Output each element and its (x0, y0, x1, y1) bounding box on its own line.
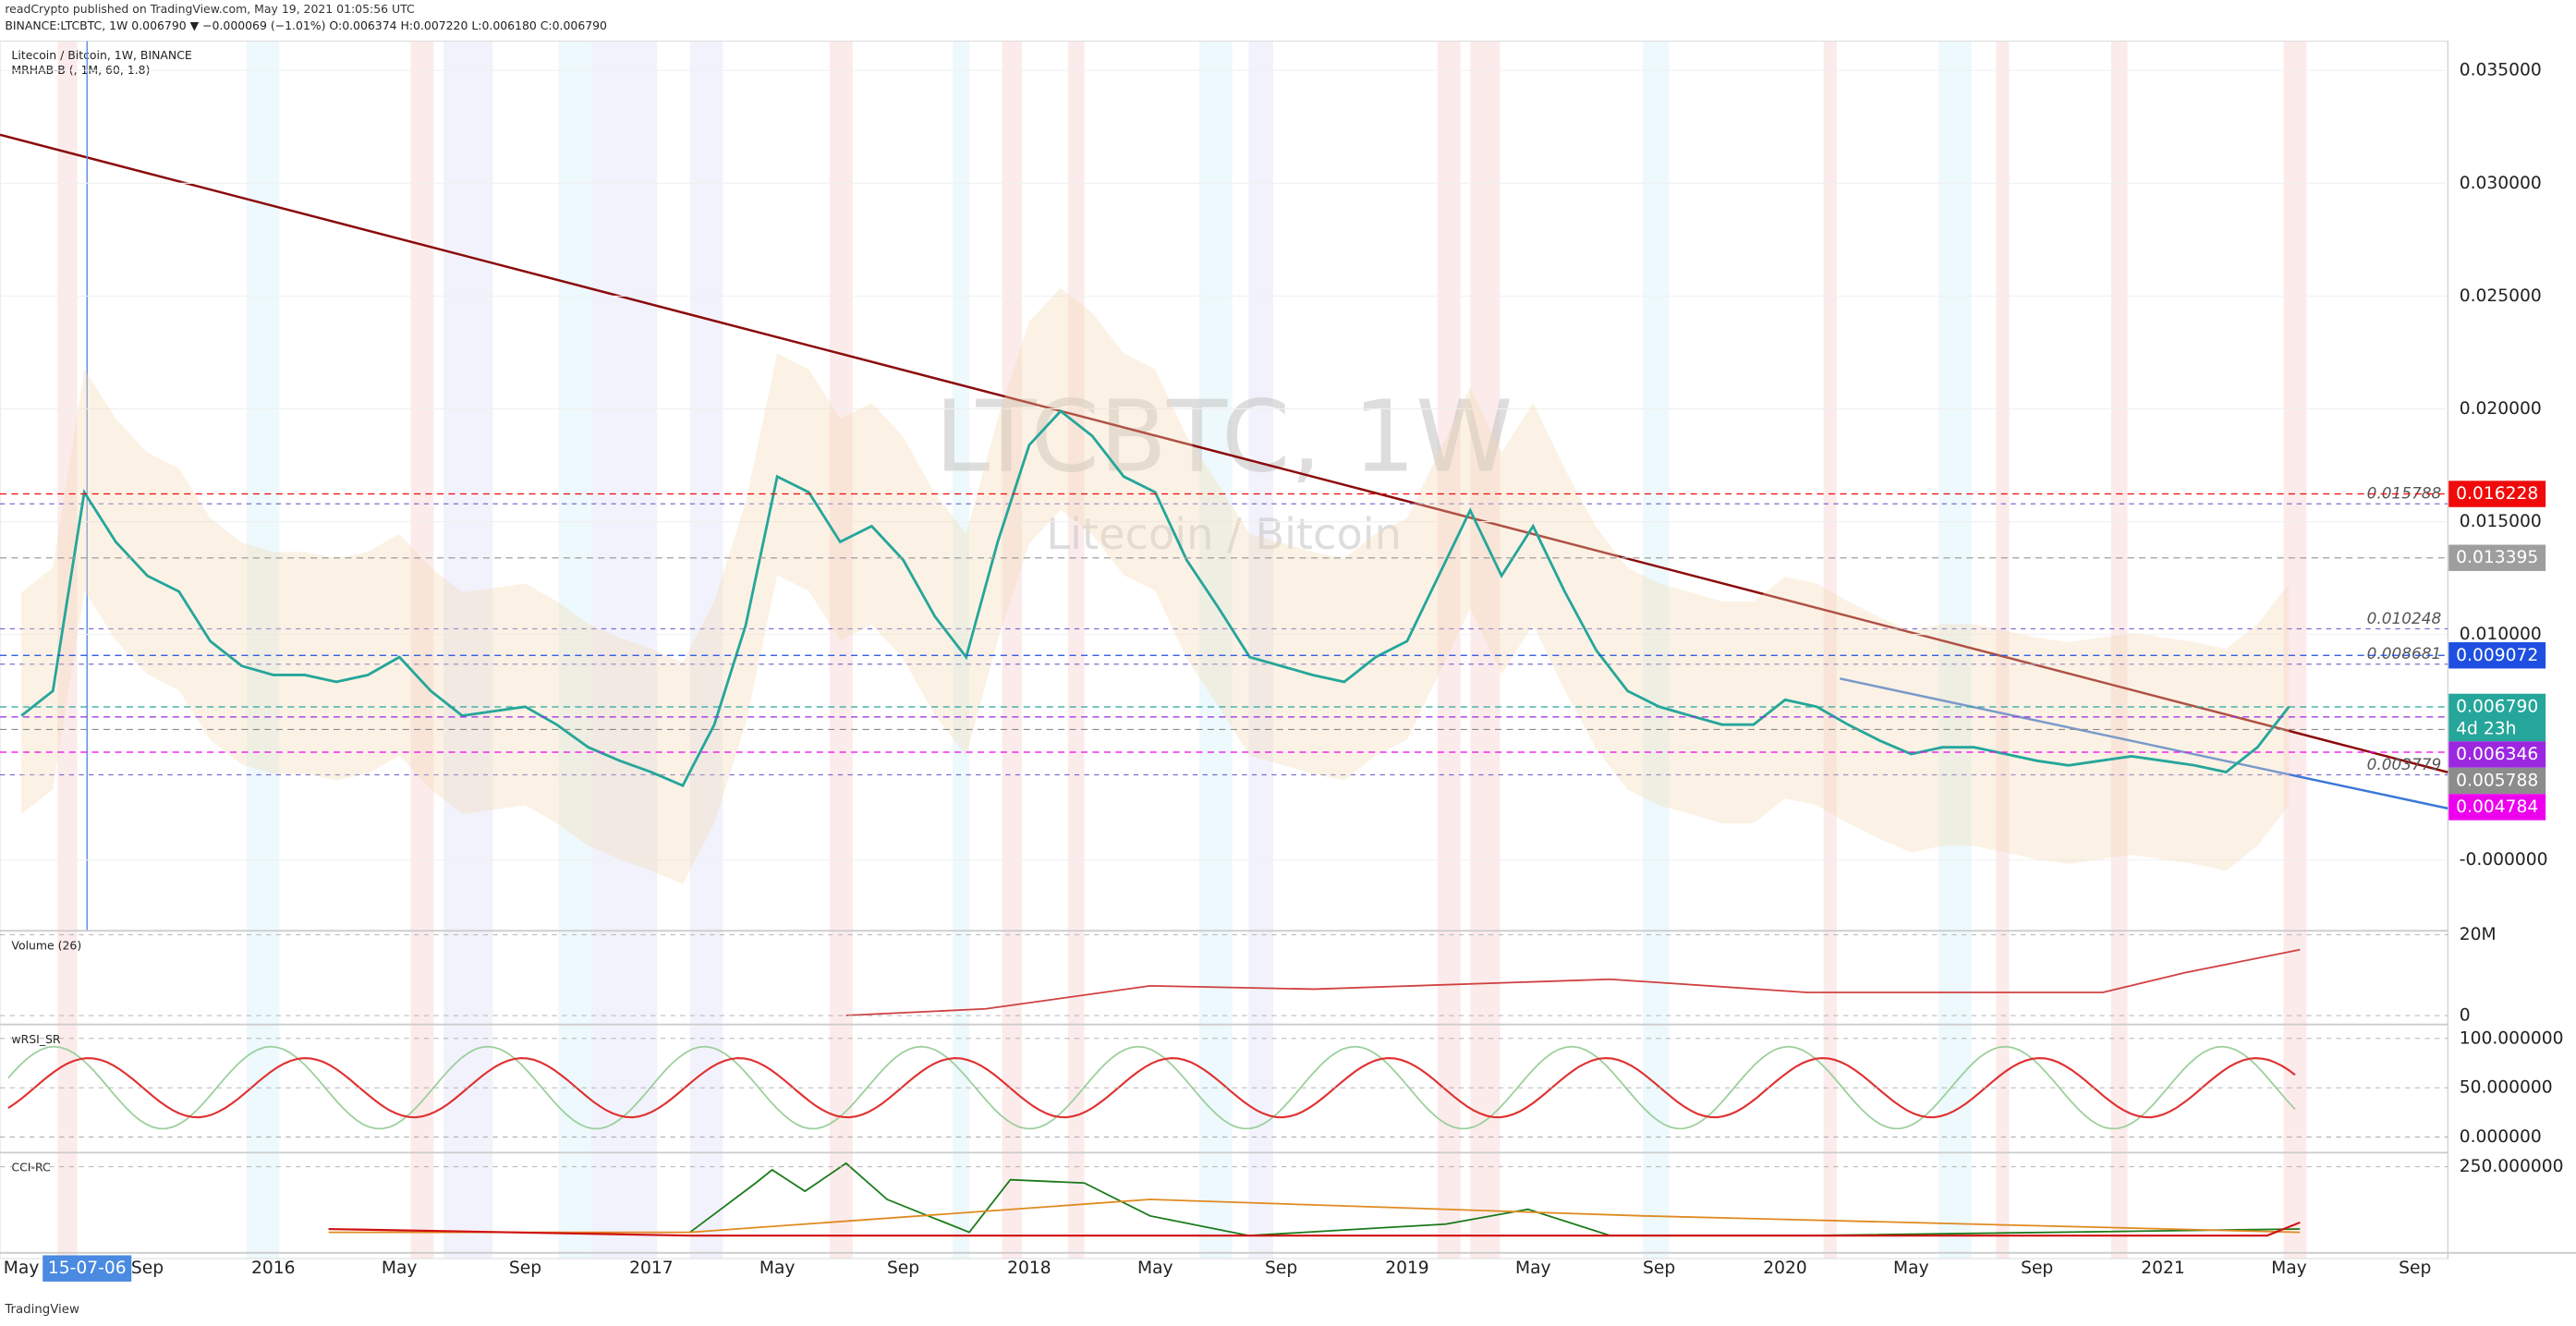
price-label: 0.016228 (2456, 484, 2538, 504)
x-tick-label: May (382, 1259, 418, 1278)
legend-indicator: MRHAB-B (, 1M, 60, 1.8) (11, 63, 150, 77)
session-band (1067, 41, 1085, 1259)
wrsi-curve (7, 1045, 2296, 1130)
x-tick-label: May (1137, 1259, 1173, 1278)
level-label: 0.010248 (2367, 609, 2442, 627)
pane-tick-label: 20M (2460, 925, 2497, 944)
session-band (689, 41, 723, 1259)
cci-curve (689, 1162, 2301, 1237)
x-tick-label: May (1893, 1259, 1929, 1278)
y-tick-label: 0.025000 (2460, 286, 2542, 306)
session-band (57, 41, 78, 1259)
session-bands (57, 41, 2307, 1259)
session-band (1248, 41, 1273, 1259)
crosshair-label: 15-07-06 (48, 1259, 127, 1278)
symbol-line: BINANCE:LTCBTC, 1W 0.006790 ▼ −0.000069 … (5, 18, 607, 32)
level-label: 0.003779 (2367, 755, 2442, 773)
session-band (246, 41, 280, 1259)
pane-tick-label: 100.000000 (2460, 1028, 2564, 1048)
session-band (1470, 41, 1501, 1259)
session-band (1823, 41, 1837, 1259)
price-label: 0.006346 (2456, 745, 2538, 764)
price-label-box (2448, 642, 2546, 669)
bollinger-band (21, 287, 2290, 884)
session-band (1437, 41, 1461, 1259)
price-label: 0.004784 (2456, 797, 2538, 817)
session-band (444, 41, 493, 1259)
session-band (1198, 41, 1233, 1259)
crosshair-label-box (43, 1255, 132, 1282)
x-tick-label: Sep (887, 1259, 919, 1278)
price-line (20, 408, 2290, 787)
x-tick-label: 2021 (2141, 1259, 2184, 1278)
publisher-line: readCrypto published on TradingView.com,… (5, 2, 415, 16)
price-label: 0.009072 (2456, 646, 2538, 665)
pane-tick-label: 0 (2460, 1006, 2471, 1026)
session-band (829, 41, 853, 1259)
session-band (1996, 41, 2010, 1259)
y-tick-label: 0.010000 (2460, 625, 2542, 644)
y-tick-label: 0.035000 (2460, 61, 2542, 80)
countdown-label: 4d 23h (2456, 719, 2516, 738)
session-band (558, 41, 592, 1259)
cci-average (328, 1198, 2301, 1234)
pane-title: wRSI_SR (11, 1032, 60, 1046)
x-tick-label: 2016 (251, 1259, 295, 1278)
level-label: 0.015788 (2367, 484, 2442, 503)
watermark: LTCBTC, 1W (935, 380, 1513, 494)
session-band (1002, 41, 1022, 1259)
pane-title: CCI-RC (11, 1161, 51, 1174)
x-tick-label: Sep (1643, 1259, 1675, 1278)
x-tick-label: May (4, 1259, 40, 1278)
session-band (1643, 41, 1670, 1259)
x-tick-label: 2020 (1763, 1259, 1806, 1278)
x-tick-label: 2017 (629, 1259, 673, 1278)
price-label-box (2448, 767, 2546, 795)
x-tick-label: May (2271, 1259, 2307, 1278)
y-tick-label: 0.015000 (2460, 512, 2542, 531)
session-band (1938, 41, 1972, 1259)
price-label-box (2448, 794, 2546, 821)
legend-title: Litecoin / Bitcoin, 1W, BINANCE (11, 48, 191, 62)
trendline (0, 133, 2448, 773)
x-tick-label: 2018 (1007, 1259, 1051, 1278)
x-tick-label: May (1515, 1259, 1551, 1278)
y-tick-label: -0.000000 (2460, 850, 2548, 870)
y-tick-label: 0.020000 (2460, 399, 2542, 419)
pane-tick-label: 250.000000 (2460, 1157, 2564, 1176)
x-tick-label: 2019 (1385, 1259, 1428, 1278)
cci-base (328, 1221, 2301, 1237)
x-tick-label: Sep (2399, 1259, 2431, 1278)
pane-tick-label: 0.000000 (2460, 1127, 2542, 1147)
price-label-box (2448, 544, 2546, 571)
x-tick-label: May (759, 1259, 796, 1278)
volume-ma (845, 948, 2301, 1016)
watermark-sub: Litecoin / Bitcoin (1046, 509, 1401, 559)
y-tick-label: 0.030000 (2460, 174, 2542, 193)
indicators (7, 948, 2301, 1237)
pane-tick-label: 50.000000 (2460, 1078, 2553, 1098)
trendline (1840, 677, 2448, 810)
x-tick-label: Sep (1265, 1259, 1297, 1278)
price-label: 0.013395 (2456, 548, 2538, 567)
session-band (2110, 41, 2128, 1259)
x-tick-label: Sep (2021, 1259, 2053, 1278)
pane-title: Volume (26) (11, 939, 81, 953)
footer-logo: TradingView (4, 1303, 79, 1317)
price-label: 0.006790 (2456, 697, 2538, 716)
price-label-box (2448, 693, 2546, 742)
session-band (2283, 41, 2307, 1259)
price-label: 0.005788 (2456, 771, 2538, 790)
session-band (591, 41, 658, 1259)
x-tick-label: Sep (131, 1259, 164, 1278)
level-label: 0.008681 (2367, 644, 2442, 663)
price-label-box (2448, 741, 2546, 768)
wrsi-signal (7, 1057, 2296, 1119)
x-tick-label: Sep (509, 1259, 541, 1278)
price-label-box (2448, 481, 2546, 507)
